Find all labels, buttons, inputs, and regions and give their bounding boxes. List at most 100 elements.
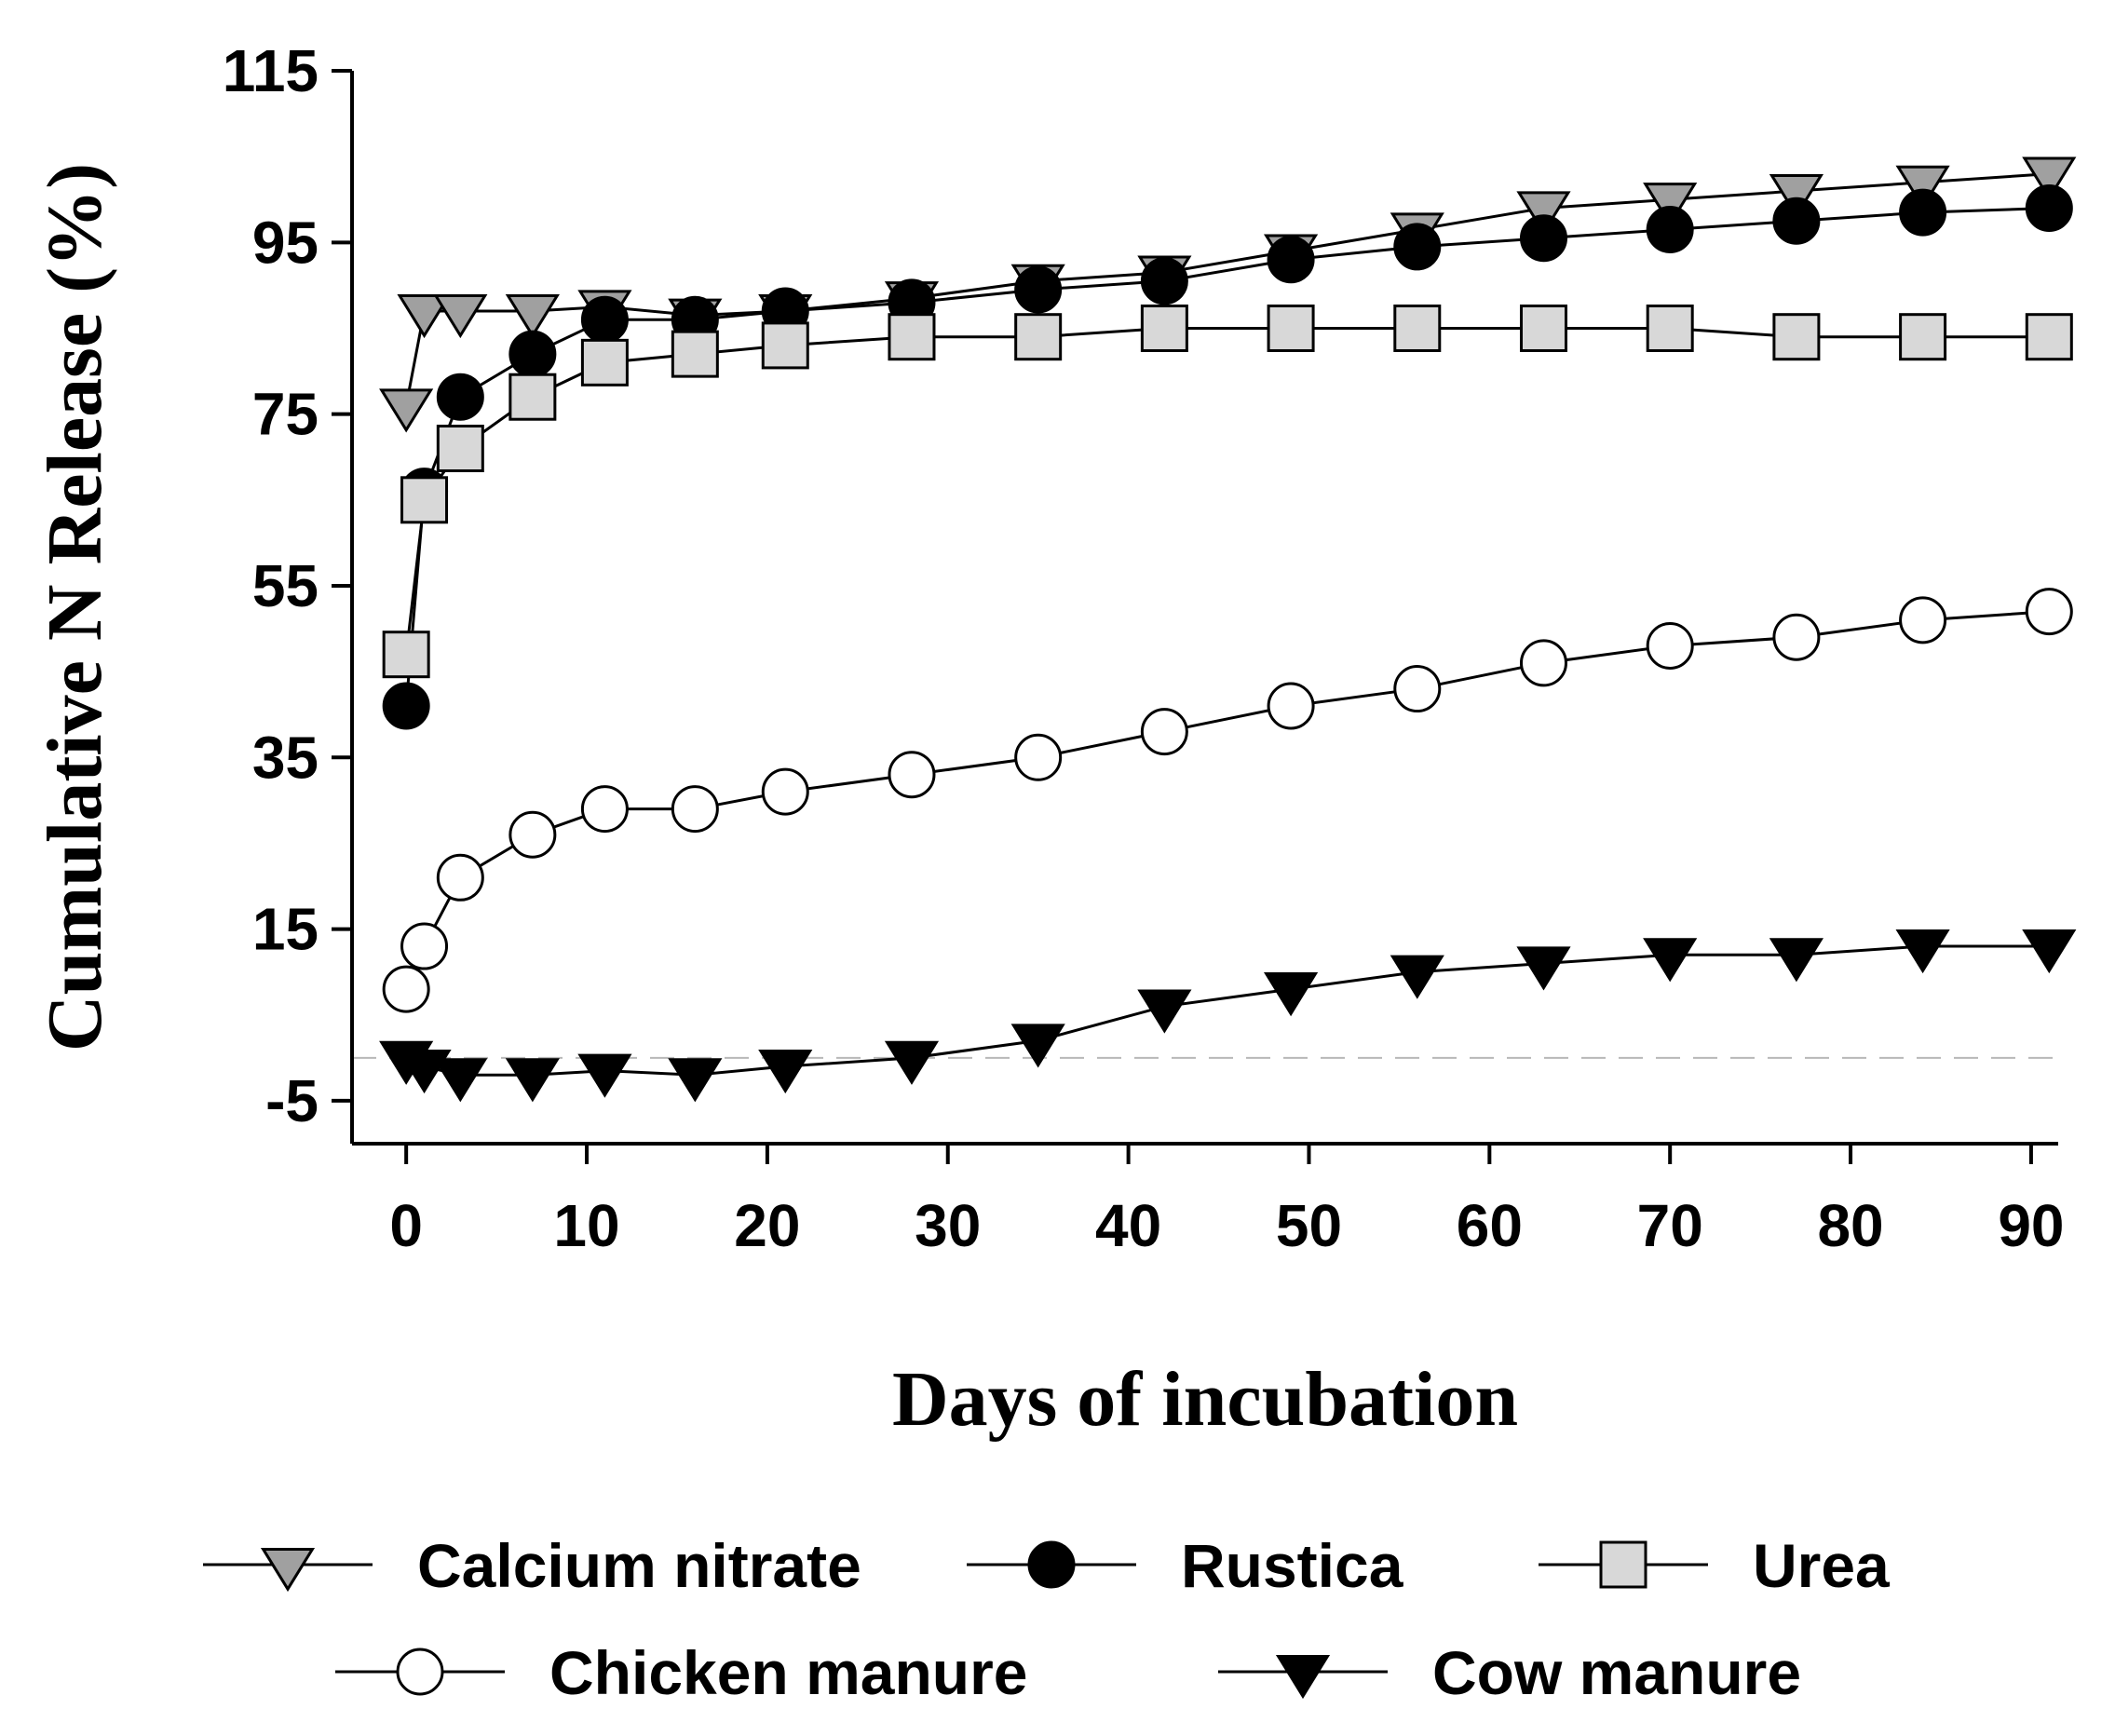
data-point-cow-manure (1516, 946, 1571, 991)
y-tick-label: 75 (252, 381, 319, 448)
legend-label: Rustica (1181, 1531, 1404, 1600)
x-tick-label: 90 (1998, 1192, 2064, 1259)
data-point-chicken-manure (1519, 639, 1567, 687)
x-tick-label: 0 (389, 1192, 423, 1259)
data-point-cow-manure (433, 1058, 488, 1103)
data-point-rustica (1899, 188, 1947, 237)
x-tick-label: 70 (1637, 1192, 1703, 1259)
plot-area (379, 156, 2077, 1103)
data-point-urea (1267, 304, 1315, 352)
data-point-chicken-manure (1646, 621, 1694, 670)
y-tick-label: 15 (252, 896, 319, 963)
data-point-rustica (382, 682, 430, 730)
data-point-cow-manure (884, 1040, 940, 1085)
legend-item-chicken-manure: Chicken manure (335, 1638, 1028, 1707)
data-point-chicken-manure (1899, 596, 1947, 644)
data-point-chicken-manure (382, 965, 430, 1013)
data-point-chicken-manure (1014, 733, 1063, 781)
data-point-chicken-manure (761, 767, 809, 816)
y-tick-label: -5 (265, 1067, 319, 1134)
legend-label: Urea (1753, 1531, 1891, 1600)
data-point-cow-manure (2022, 929, 2077, 974)
data-point-urea (2025, 313, 2073, 361)
data-point-rustica (508, 330, 557, 378)
series-urea (382, 304, 2073, 679)
data-point-rustica (1519, 214, 1567, 263)
data-point-chicken-manure (1772, 613, 1821, 661)
series-chicken-manure (382, 588, 2073, 1013)
data-point-urea (1014, 313, 1063, 361)
data-point-cow-manure (1137, 989, 1192, 1034)
data-point-rustica (2025, 183, 2073, 232)
data-point-chicken-manure (436, 853, 484, 902)
data-point-cow-manure (1643, 938, 1698, 983)
data-point-cow-manure (758, 1049, 813, 1094)
y-tick-label: 95 (252, 209, 319, 276)
series-line-urea (404, 326, 2050, 655)
y-tick-label: 115 (223, 37, 319, 104)
x-tick-label: 30 (915, 1192, 981, 1259)
legend-item-calcium-nitrate: Calcium nitrate (203, 1531, 861, 1600)
data-point-urea (508, 373, 557, 421)
data-point-chicken-manure (888, 751, 936, 799)
data-point-urea (1519, 304, 1567, 352)
legend-marker (260, 1547, 316, 1593)
data-point-chicken-manure (1267, 682, 1315, 730)
data-point-urea (1899, 313, 1947, 361)
data-point-urea (1772, 313, 1821, 361)
legend-item-rustica: Rustica (967, 1531, 1404, 1600)
data-point-cow-manure (1010, 1024, 1065, 1068)
series-cow-manure (379, 929, 2077, 1103)
data-point-urea (671, 330, 719, 378)
series-line-chicken-manure (404, 610, 2050, 990)
x-tick-label: 40 (1095, 1192, 1161, 1259)
data-point-cow-manure (577, 1053, 632, 1098)
y-tick-label: 35 (252, 724, 319, 791)
legend-marker (396, 1648, 444, 1696)
data-point-calcium-nitrate (2022, 156, 2077, 201)
data-point-urea (1646, 304, 1694, 352)
data-point-cow-manure (505, 1058, 560, 1103)
axes: -5 15 35 55 75 95 115 0 10 20 30 40 50 60 70 80 90 (223, 37, 2065, 1259)
data-point-urea (1140, 304, 1188, 352)
data-point-rustica (1646, 205, 1694, 253)
x-tick-label: 80 (1817, 1192, 1883, 1259)
series-calcium-nitrate (379, 156, 2077, 433)
data-point-calcium-nitrate (1895, 165, 1950, 210)
data-point-urea (761, 321, 809, 370)
data-point-chicken-manure (400, 922, 449, 970)
data-point-chicken-manure (580, 785, 629, 834)
data-point-calcium-nitrate (433, 293, 488, 339)
data-point-urea (400, 476, 449, 524)
data-point-chicken-manure (508, 810, 557, 859)
series-rustica (382, 183, 2073, 730)
data-point-rustica (436, 373, 484, 421)
x-tick-label: 50 (1276, 1192, 1342, 1259)
x-tick-label: 60 (1457, 1192, 1523, 1259)
legend-marker (1027, 1540, 1076, 1589)
data-point-chicken-manure (2025, 588, 2073, 636)
legend-item-cow-manure: Cow manure (1218, 1638, 1801, 1707)
data-point-calcium-nitrate (397, 293, 452, 339)
data-point-cow-manure (1263, 972, 1319, 1017)
data-point-calcium-nitrate (1516, 191, 1571, 236)
data-point-calcium-nitrate (1643, 183, 1698, 227)
data-point-calcium-nitrate (1769, 173, 1824, 219)
x-axis-title: Days of incubation (892, 1356, 1518, 1443)
data-point-urea (580, 338, 629, 387)
data-point-cow-manure (668, 1058, 723, 1103)
data-point-cow-manure (1895, 929, 1950, 974)
data-point-calcium-nitrate (379, 388, 434, 433)
data-point-rustica (580, 295, 629, 344)
data-point-urea (436, 425, 484, 473)
legend-label: Chicken manure (549, 1638, 1028, 1707)
x-tick-label: 10 (553, 1192, 619, 1259)
legend-marker (1599, 1540, 1647, 1589)
data-point-chicken-manure (671, 785, 719, 834)
data-point-urea (1393, 304, 1442, 352)
data-point-rustica (1267, 236, 1315, 284)
data-point-rustica (1014, 265, 1063, 314)
data-point-cow-manure (1769, 938, 1824, 983)
data-point-cow-manure (1390, 955, 1444, 999)
